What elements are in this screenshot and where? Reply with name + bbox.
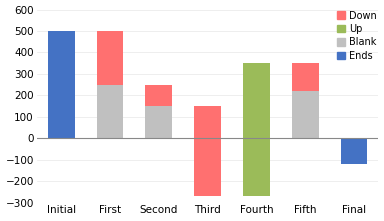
Bar xyxy=(341,138,367,164)
Bar xyxy=(96,31,123,85)
Bar xyxy=(243,138,270,196)
Legend: Down, Up, Blank, Ends: Down, Up, Blank, Ends xyxy=(337,11,377,61)
Bar xyxy=(194,106,221,196)
Bar xyxy=(145,85,172,106)
Bar xyxy=(194,138,221,196)
Bar xyxy=(292,91,319,138)
Bar xyxy=(96,85,123,138)
Bar xyxy=(243,63,270,196)
Bar xyxy=(145,106,172,138)
Bar xyxy=(292,63,319,91)
Bar xyxy=(48,31,74,138)
